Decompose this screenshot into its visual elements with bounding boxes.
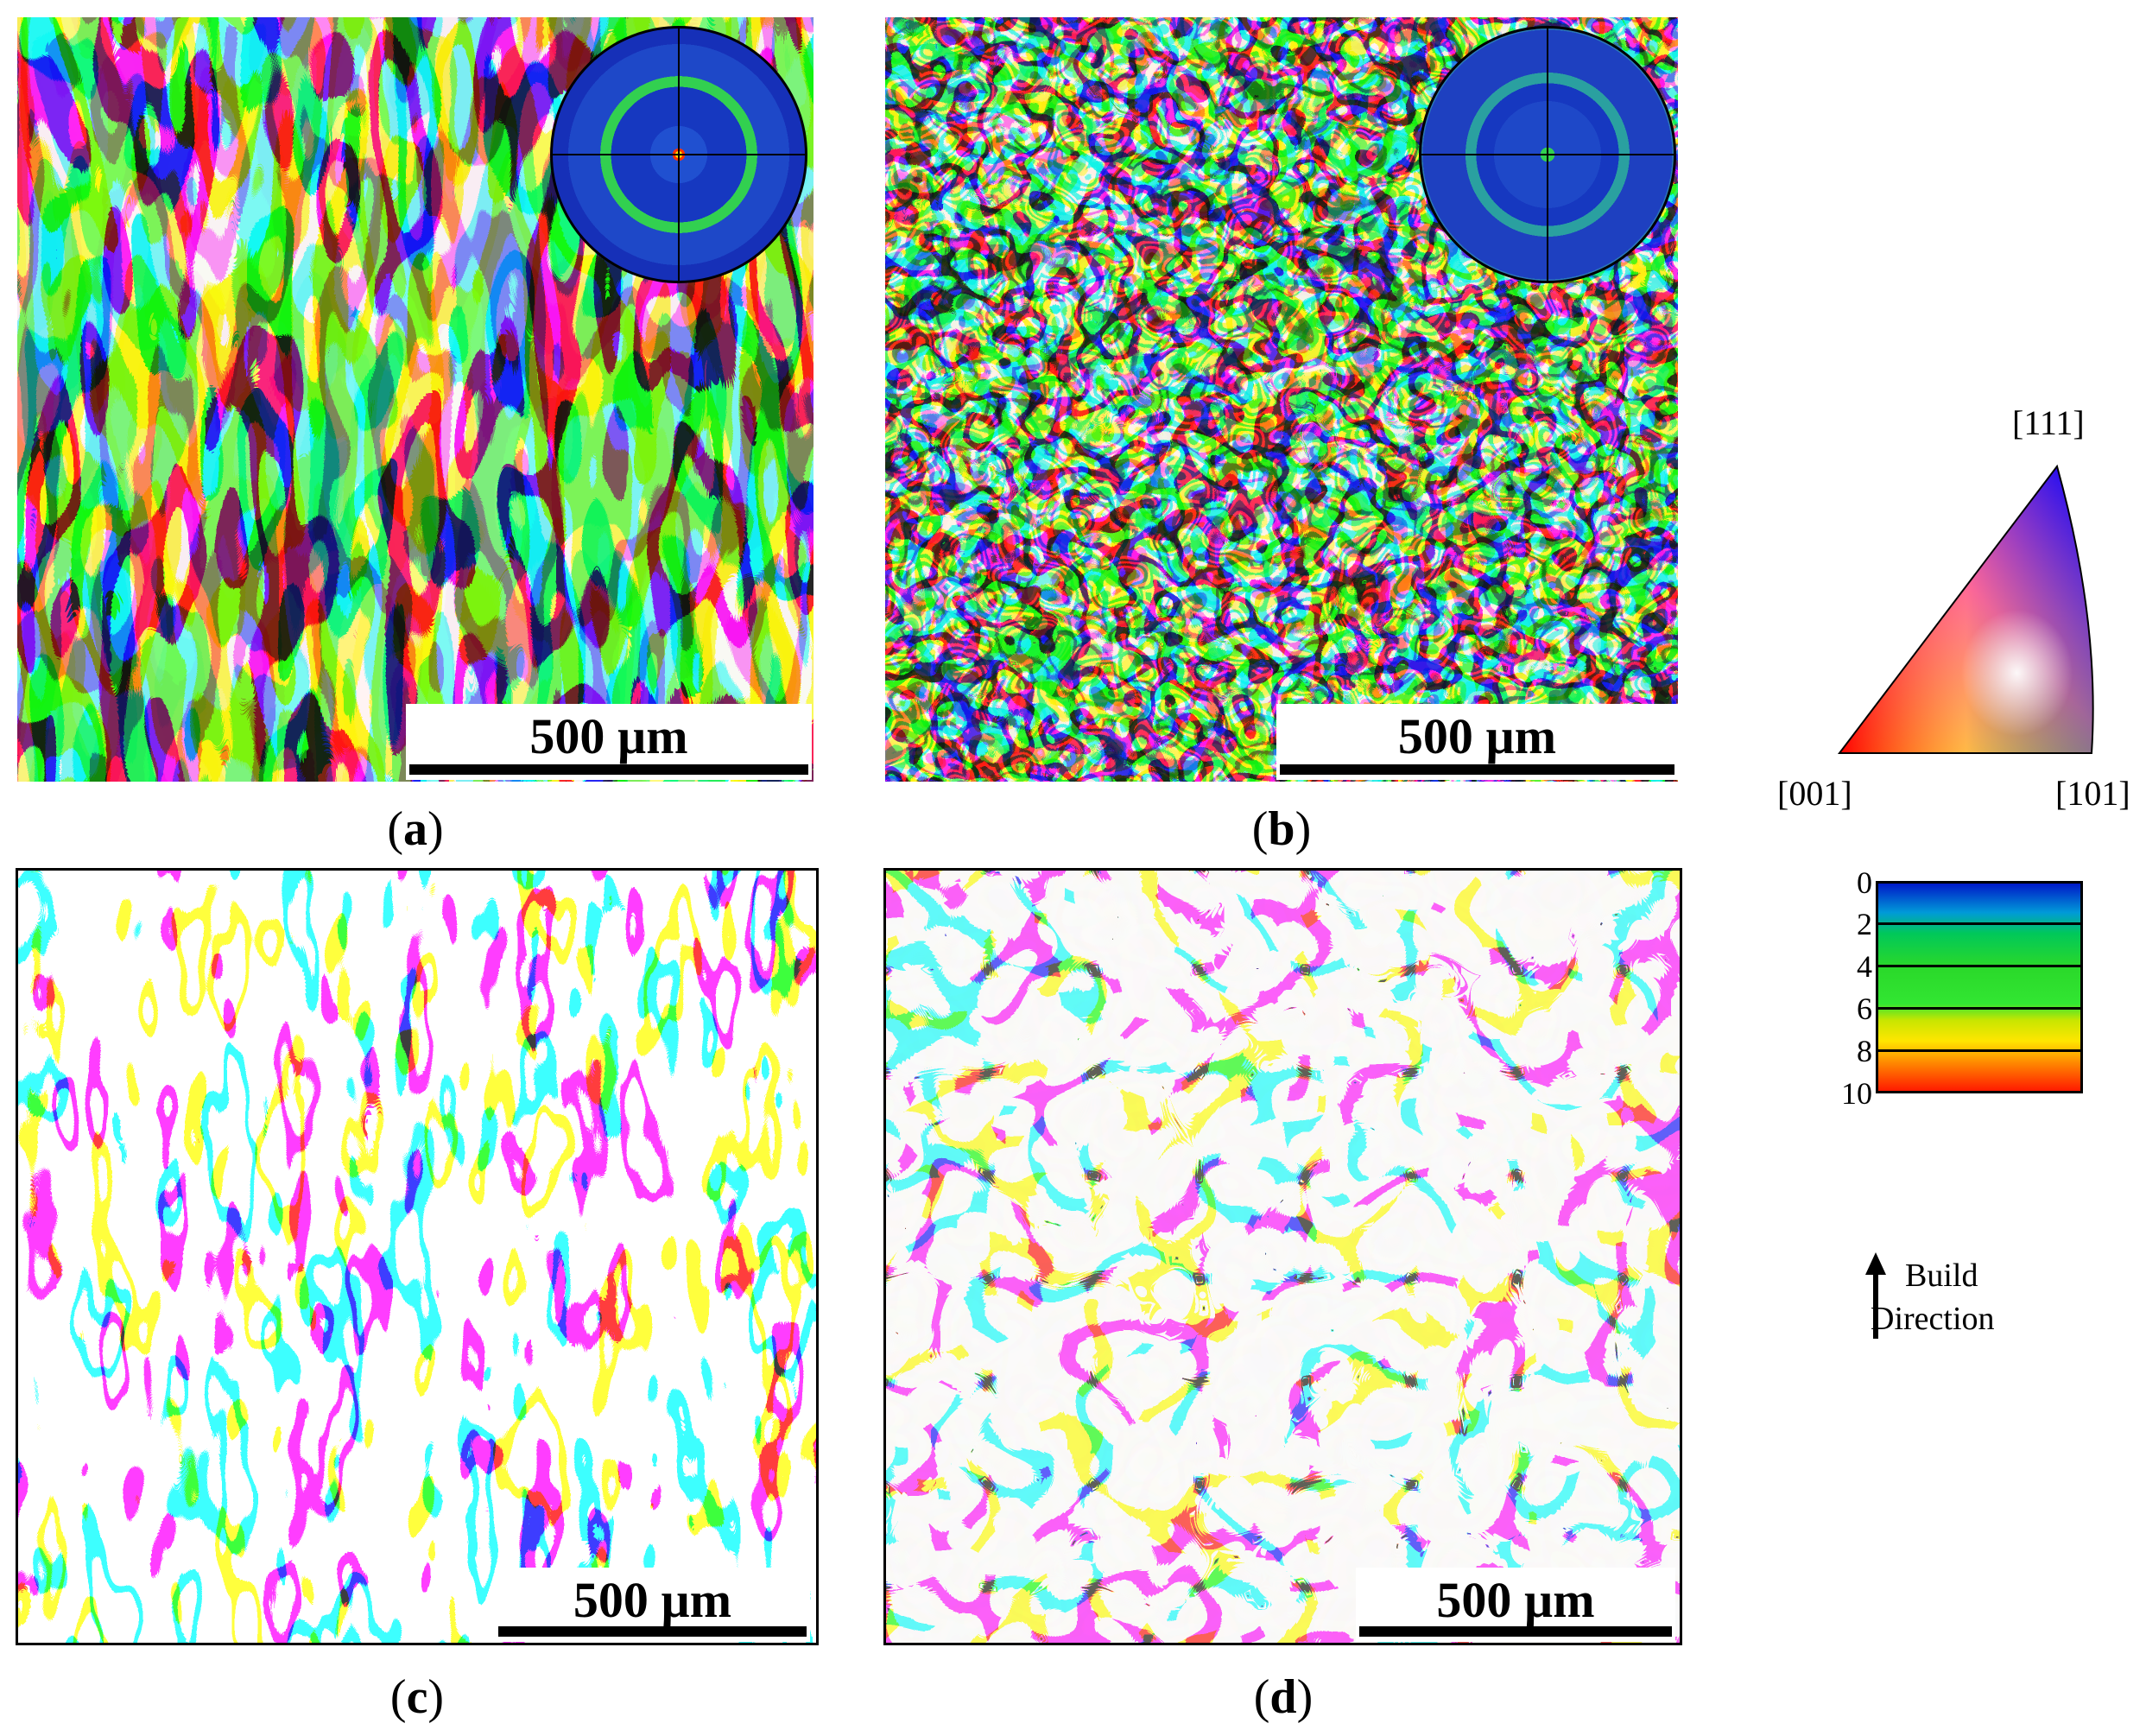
color-scale-tick-10: 10 <box>1841 1076 1872 1111</box>
caption-d: (d) <box>1253 1670 1314 1724</box>
color-scale-tick-6: 6 <box>1857 992 1872 1026</box>
scale-bar-b-label: 500 µm <box>1397 708 1557 764</box>
scale-bar-b-line <box>1280 764 1674 775</box>
build-direction-line2: Direction <box>1871 1301 1995 1337</box>
color-scale-tick-2: 2 <box>1857 907 1872 941</box>
scale-bar-c: 500 µm <box>495 1568 810 1642</box>
ipf-triangle <box>1837 464 2094 754</box>
scale-bar-d: 500 µm <box>1356 1568 1675 1642</box>
pole-figure-b-crosshair-v <box>1547 26 1548 283</box>
build-direction-line1: Build <box>1905 1258 1978 1294</box>
color-scale-bar <box>1876 881 2083 1093</box>
ipf-label-001: [001] <box>1777 774 1852 813</box>
color-scale-tick-0: 0 <box>1857 865 1872 900</box>
ipf-label-101: [101] <box>2055 774 2130 813</box>
ebsd-map-b-image <box>885 17 1678 782</box>
scale-bar-a-label: 500 µm <box>529 708 688 764</box>
scale-bar-d-label: 500 µm <box>1436 1572 1595 1628</box>
panel-c-micrograph <box>16 868 819 1645</box>
color-scale-divider-6 <box>1876 1007 2083 1010</box>
scale-bar-b: 500 µm <box>1276 704 1678 780</box>
color-scale-tick-8: 8 <box>1857 1034 1872 1068</box>
caption-b: (b) <box>1251 802 1312 856</box>
build-direction-arrow-icon <box>1865 1252 1886 1339</box>
color-scale-divider-2 <box>1876 922 2083 925</box>
scale-bar-a-line <box>409 764 808 775</box>
micrograph-c-image <box>18 871 816 1643</box>
micrograph-d-image <box>886 871 1680 1643</box>
scale-bar-c-label: 500 µm <box>573 1572 732 1628</box>
panel-d-micrograph <box>883 868 1682 1645</box>
ipf-color-key <box>1831 458 2107 760</box>
panel-a-ebsd-map <box>17 17 813 782</box>
color-scale-divider-4 <box>1876 965 2083 967</box>
panel-b-ebsd-map <box>885 17 1678 782</box>
color-scale-tick-4: 4 <box>1857 949 1872 984</box>
color-scale-divider-8 <box>1876 1049 2083 1052</box>
caption-a: (a) <box>387 802 444 856</box>
pole-figure-a-crosshair-v <box>678 26 680 283</box>
ipf-label-111: [111] <box>2012 403 2085 442</box>
ebsd-map-a-image <box>17 17 813 782</box>
scale-bar-d-line <box>1359 1626 1672 1637</box>
caption-c: (c) <box>389 1670 445 1724</box>
scale-bar-c-line <box>498 1626 807 1637</box>
scale-bar-a: 500 µm <box>406 704 812 780</box>
